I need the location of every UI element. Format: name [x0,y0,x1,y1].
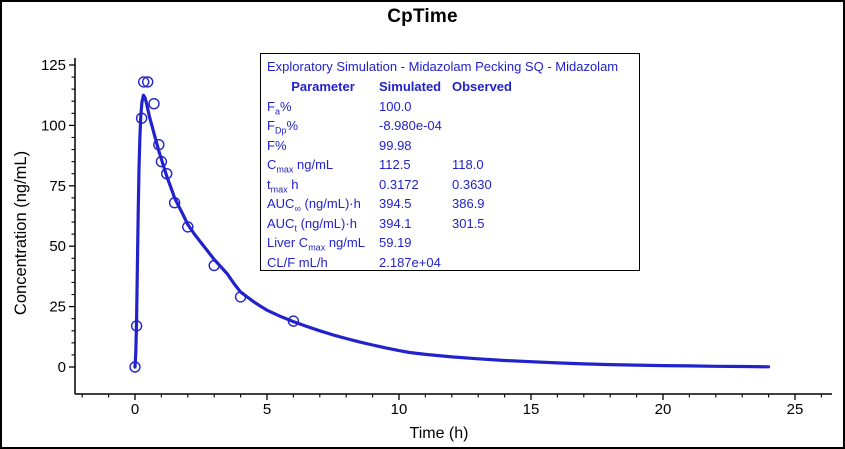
parameter-name: F% [267,137,287,153]
x-tick-label: 10 [391,401,408,418]
observed-point [168,196,181,209]
observed-point [153,138,165,151]
y-tick-label: 0 [58,359,66,376]
parameter-name: tmax h [267,176,299,195]
observed-point [141,76,154,88]
parameter-value-simulated: 59.19 [379,235,412,250]
parameter-table: Parameter Simulated Observed Fa% 100.0 FDp… [267,77,634,271]
parameter-value-simulated: 100.0 [379,98,412,114]
parameter-value-simulated: -8.980e-04 [379,118,442,133]
parameter-value-observed [452,97,634,117]
observed-point [129,361,141,373]
observed-point [208,259,220,272]
observed-point [155,155,168,168]
parameter-row: AUCt (ng/mL)·h 394.1 301.5 [267,214,634,234]
parameter-name: FDp% [267,118,299,136]
parameter-row: FDp% -8.980e-04 [267,116,634,136]
parameter-value-observed [452,116,634,136]
observed-point [135,112,148,124]
y-tick-label: 75 [49,178,66,195]
x-tick-label: 15 [523,401,540,418]
y-tick-label: 25 [49,299,66,316]
observed-point [137,76,150,88]
parameter-row: AUC∞ (ng/mL)·h 394.5 386.9 [267,194,634,214]
parameter-value-simulated: 394.1 [379,215,412,231]
parameter-value-simulated: 99.98 [379,137,412,153]
x-tick-label: 0 [131,401,139,418]
parameter-row: F% 99.98 [267,136,634,156]
observed-point [130,320,143,332]
parameter-value-simulated: 2.187e+04 [379,254,441,270]
parameter-row: Cmax ng/mL 112.5 118.0 [267,155,634,175]
y-tick-label: 125 [41,57,66,74]
parameter-value-observed [452,253,634,271]
column-header-parameter: Parameter [291,79,355,94]
parameter-value-simulated: 0.3172 [379,176,419,192]
parameter-name: Cmax ng/mL [267,157,334,175]
page-title: CpTime [387,6,458,27]
parameter-value-observed: 301.5 [452,215,485,231]
parameter-value-observed: 386.9 [452,196,485,211]
simulated-curve [133,93,771,369]
x-tick-label: 20 [655,401,672,418]
parameter-value-simulated: 394.5 [379,196,412,211]
x-tick-label: 25 [787,401,804,418]
observed-point [234,291,247,303]
parameter-value-observed: 118.0 [452,157,484,172]
observed-point [182,221,194,233]
parameter-name: Liver Cmax ng/mL [267,235,365,253]
x-axis-title: Time (h) [410,425,469,442]
column-header-simulated: Simulated [379,79,442,94]
parameter-name: AUCt (ng/mL)·h [267,215,357,234]
parameter-value-observed: 0.3630 [452,176,492,192]
y-tick-label: 100 [41,117,66,134]
parameter-row: CL/F mL/h 2.187e+04 [267,253,634,271]
observed-point [287,315,300,327]
parameter-row: Liver Cmax ng/mL 59.19 [267,233,634,253]
column-header-observed: Observed [452,79,512,94]
x-tick-label: 5 [263,401,271,418]
parameter-row: tmax h 0.3172 0.3630 [267,175,634,195]
observed-point [160,167,173,180]
parameter-value-simulated: 112.5 [379,157,411,172]
y-tick-label: 50 [49,238,66,255]
simulation-info-box: Exploratory Simulation - Midazolam Pecki… [260,53,640,271]
parameter-table-header: Parameter Simulated Observed [267,77,634,97]
parameter-row: Fa% 100.0 [267,97,634,117]
parameter-value-observed [452,136,634,156]
parameter-name: AUC∞ (ng/mL)·h [267,196,361,214]
info-box-title: Exploratory Simulation - Midazolam Pecki… [267,59,619,74]
y-axis-title: Concentration (ng/mL) [12,151,30,315]
parameter-name: Fa% [267,98,292,117]
parameter-value-observed [452,233,634,253]
parameter-name: CL/F mL/h [267,254,328,270]
observed-point [148,97,160,110]
